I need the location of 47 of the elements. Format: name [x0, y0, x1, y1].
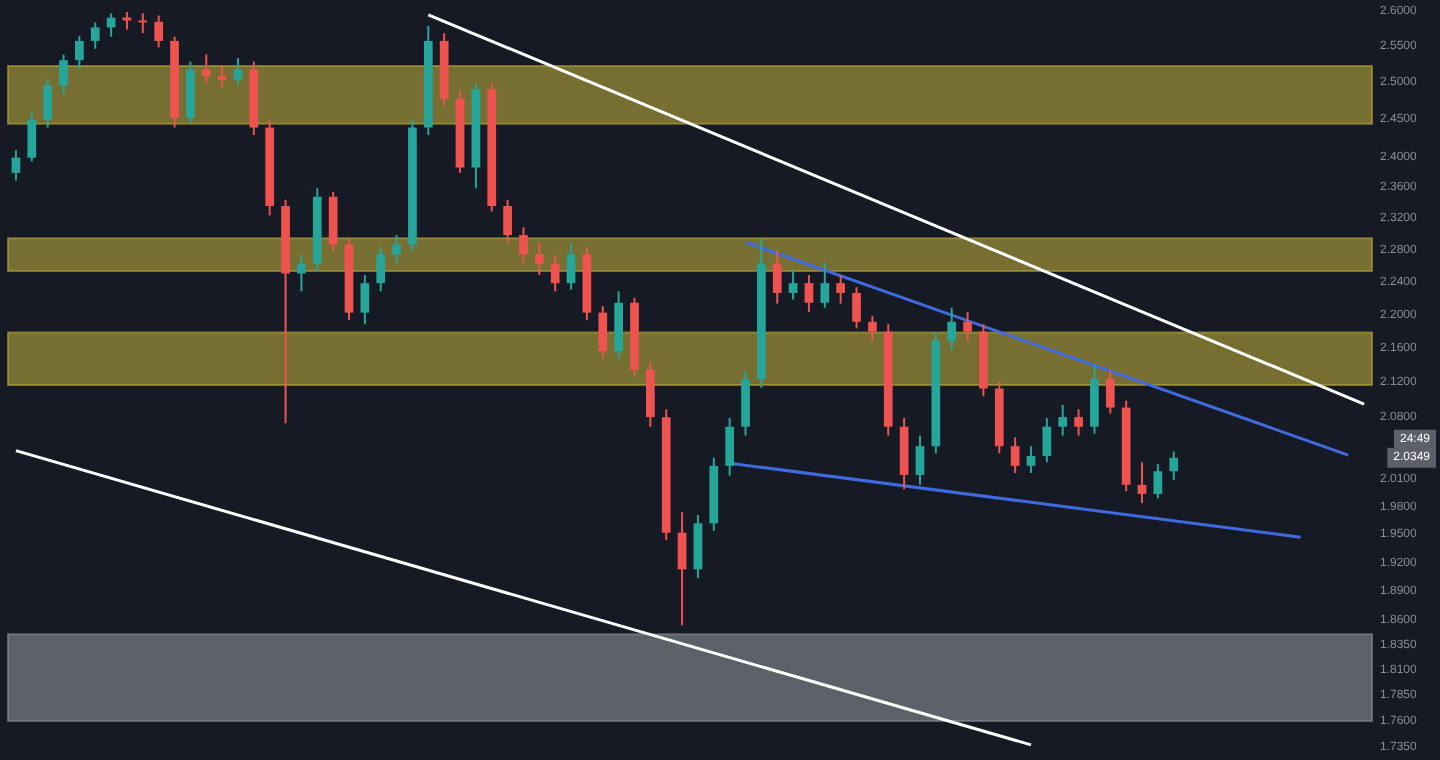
candlestick [1090, 365, 1099, 435]
candlestick [27, 111, 37, 163]
candlestick [376, 245, 386, 293]
candlestick [1137, 461, 1147, 505]
candlestick [392, 234, 401, 264]
candlestick [1010, 436, 1020, 475]
candlestick [328, 191, 338, 252]
candlestick [360, 274, 370, 326]
candlestick [519, 226, 528, 264]
candlestick [1026, 445, 1036, 475]
candlestick [725, 417, 735, 477]
candlestick [645, 361, 655, 428]
candlestick [1074, 408, 1083, 437]
candlestick [772, 249, 782, 305]
candlestick [1169, 450, 1179, 482]
candlestick [11, 149, 21, 182]
candlestick [741, 369, 750, 437]
candlestick [566, 242, 576, 291]
candlestick [804, 274, 814, 313]
candlestick [43, 78, 53, 129]
candlestick [788, 270, 798, 301]
candlestick [154, 14, 164, 49]
candlestick [1105, 369, 1115, 415]
candlestick [138, 12, 148, 35]
candlestick [233, 57, 243, 86]
candlestick [820, 261, 830, 309]
candlestick [963, 310, 972, 342]
candlestick [550, 253, 560, 293]
candlestick [836, 274, 846, 305]
candlestick [1058, 403, 1068, 437]
candlestick [677, 511, 687, 627]
candlestick [852, 286, 861, 330]
candlestick [503, 198, 512, 244]
candlestick [201, 53, 211, 85]
candlestick [693, 514, 703, 579]
candlestick [947, 306, 957, 351]
candlestick [75, 34, 84, 70]
candlestick [1153, 463, 1163, 500]
candlestick [598, 305, 608, 359]
candlestick [534, 242, 544, 277]
candlestick [915, 434, 925, 486]
candlestick [1042, 417, 1052, 464]
candlestick [59, 53, 68, 96]
candlestick [90, 21, 100, 50]
candlestick [868, 314, 877, 342]
candlestick [217, 64, 227, 89]
candlestick [297, 253, 306, 293]
